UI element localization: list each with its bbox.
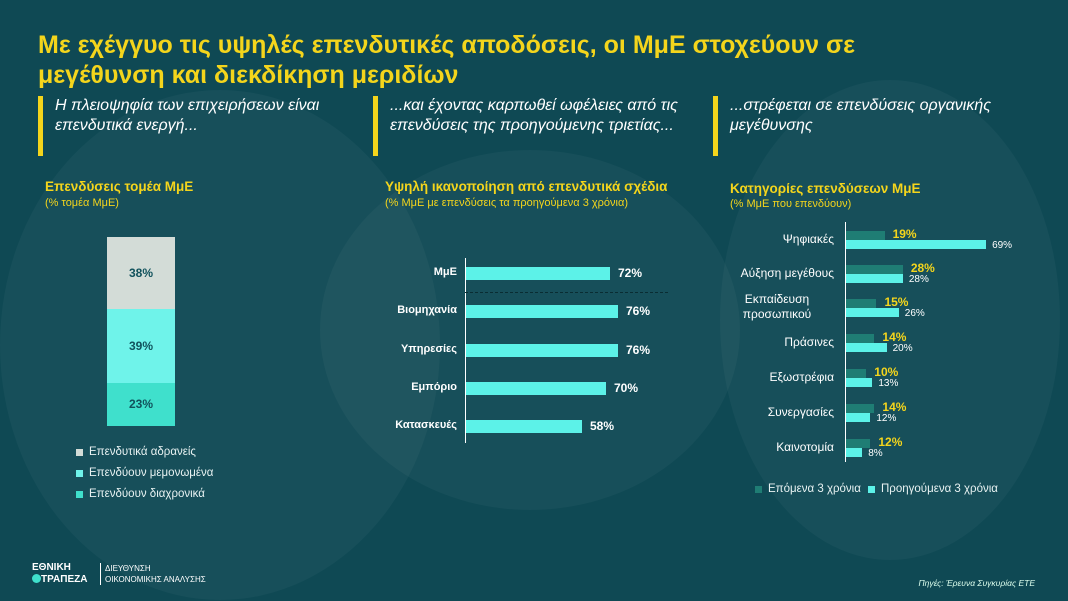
logo-line-1: ΕΘΝΙΚΗ bbox=[32, 562, 71, 573]
bar bbox=[466, 382, 606, 395]
legend-previous-3-years: Προηγούμενα 3 χρόνια bbox=[868, 483, 998, 495]
category-label: Συνεργασίες bbox=[767, 405, 834, 419]
source-note: Πηγές: Έρευνα Συγκυρίας ΕΤΕ bbox=[918, 578, 1035, 588]
chart2-title: Υψηλή ικανοποίηση από επενδυτικά σχέδια bbox=[385, 179, 668, 194]
data-label-previous: 20% bbox=[892, 343, 913, 354]
stack-segment: 23% bbox=[107, 382, 175, 426]
bar-next-3-years bbox=[846, 334, 875, 343]
category-label: Ψηφιακές bbox=[782, 232, 834, 246]
stack-segment: 38% bbox=[107, 237, 175, 309]
bar-next-3-years bbox=[846, 231, 885, 240]
chart2-axis bbox=[465, 258, 466, 443]
data-label-next: 28% bbox=[910, 261, 935, 275]
data-label: 72% bbox=[618, 266, 643, 280]
subtitle-2: ...και έχοντας καρπωθεί ωφέλειες από τις… bbox=[373, 96, 683, 156]
chart2-divider bbox=[465, 292, 668, 293]
logo-circle-icon bbox=[32, 574, 41, 583]
bar-previous-3-years bbox=[846, 240, 987, 249]
dept-line-1: ΔΙΕΥΘΥΝΣΗ bbox=[105, 564, 151, 573]
bar-previous-3-years bbox=[846, 274, 903, 283]
data-label-next: 12% bbox=[878, 435, 903, 449]
bar-previous-3-years bbox=[846, 378, 873, 387]
department-label: ΔΙΕΥΘΥΝΣΗ ΟΙΚΟΝΟΜΙΚΗΣ ΑΝΑΛΥΣΗΣ bbox=[100, 563, 206, 585]
dept-line-2: ΟΙΚΟΝΟΜΙΚΗΣ ΑΝΑΛΥΣΗΣ bbox=[105, 575, 206, 584]
legend-item: Επενδυτικά αδρανείς bbox=[76, 446, 196, 458]
legend-swatch bbox=[755, 485, 762, 493]
bar-previous-3-years bbox=[846, 308, 899, 317]
data-label-previous: 28% bbox=[908, 274, 929, 285]
bar-next-3-years bbox=[846, 299, 877, 308]
chart2-subtitle: (% ΜμΕ με επενδύσεις τα προηγούμενα 3 χρ… bbox=[385, 197, 628, 209]
subtitle-1: Η πλειοψηφία των επιχειρήσεων είναι επεν… bbox=[38, 96, 328, 156]
bar-next-3-years bbox=[846, 369, 867, 378]
data-label-next: 19% bbox=[892, 227, 917, 241]
category-label: Βιομηχανία bbox=[397, 304, 457, 316]
chart3-axis bbox=[845, 222, 846, 462]
category-label: Εμπόριο bbox=[411, 381, 457, 393]
legend-label: Επενδυτικά αδρανείς bbox=[89, 446, 196, 458]
category-label: Αύξηση μεγέθους bbox=[740, 266, 834, 280]
category-label: Κατασκευές bbox=[395, 419, 457, 431]
chart1-subtitle: (% τομέα ΜμΕ) bbox=[45, 197, 119, 209]
legend-swatch bbox=[76, 490, 83, 498]
data-label: 70% bbox=[614, 381, 639, 395]
data-label-previous: 8% bbox=[868, 448, 883, 459]
legend-next-3-years: Επόμενα 3 χρόνια bbox=[755, 483, 861, 495]
bar-previous-3-years bbox=[846, 413, 871, 422]
data-label: 76% bbox=[626, 343, 651, 357]
legend-label: Επενδύουν διαχρονικά bbox=[89, 488, 205, 500]
chart3-title: Κατηγορίες επενδύσεων ΜμΕ bbox=[730, 181, 921, 196]
data-label-previous: 13% bbox=[878, 378, 899, 389]
bar bbox=[466, 420, 582, 433]
category-label: Πράσινες bbox=[784, 335, 834, 349]
subtitle-3: ...στρέφεται σε επενδύσεις οργανικής μεγ… bbox=[713, 96, 1003, 156]
logo-line-2: ΤΡΑΠΕΖΑ bbox=[41, 574, 88, 585]
bar-previous-3-years bbox=[846, 343, 887, 352]
bank-logo: ΕΘΝΙΚΗ ΤΡΑΠΕΖΑ bbox=[32, 562, 87, 586]
category-label: ΜμΕ bbox=[433, 266, 457, 278]
category-label: Υπηρεσίες bbox=[400, 343, 457, 355]
stack-segment: 39% bbox=[107, 308, 175, 383]
legend-label: Επενδύουν μεμονωμένα bbox=[89, 467, 214, 479]
legend-label: Επόμενα 3 χρόνια bbox=[768, 483, 861, 495]
category-label: Εξωστρέφια bbox=[769, 370, 834, 384]
data-label-next: 14% bbox=[882, 330, 907, 344]
data-label-previous: 12% bbox=[876, 413, 897, 424]
legend-swatch bbox=[76, 469, 83, 477]
bar bbox=[466, 305, 618, 318]
bar-next-3-years bbox=[846, 265, 903, 274]
legend-item: Επενδύουν μεμονωμένα bbox=[76, 467, 213, 479]
legend-item: Επενδύουν διαχρονικά bbox=[76, 488, 205, 500]
legend-swatch bbox=[868, 485, 875, 493]
bar bbox=[466, 267, 610, 280]
legend-swatch bbox=[76, 448, 83, 456]
data-label-next: 14% bbox=[882, 400, 907, 414]
data-label-previous: 69% bbox=[992, 240, 1013, 251]
data-label: 58% bbox=[590, 419, 615, 433]
data-label-previous: 26% bbox=[904, 308, 925, 319]
chart3-subtitle: (% ΜμΕ που επενδύουν) bbox=[730, 198, 852, 210]
chart1-title: Επενδύσεις τομέα ΜμΕ bbox=[45, 179, 194, 194]
bar bbox=[466, 344, 618, 357]
data-label-next: 10% bbox=[874, 365, 899, 379]
data-label-next: 15% bbox=[884, 295, 909, 309]
category-label: Καινοτομία bbox=[776, 440, 834, 454]
category-label: Εκπαίδευση προσωπικού bbox=[742, 292, 812, 321]
page-title: Με εχέγγυο τις υψηλές επενδυτικές αποδόσ… bbox=[38, 31, 855, 89]
bar-next-3-years bbox=[846, 439, 871, 448]
legend-label: Προηγούμενα 3 χρόνια bbox=[881, 483, 998, 495]
bar-next-3-years bbox=[846, 404, 875, 413]
bar-previous-3-years bbox=[846, 448, 863, 457]
data-label: 76% bbox=[626, 304, 651, 318]
